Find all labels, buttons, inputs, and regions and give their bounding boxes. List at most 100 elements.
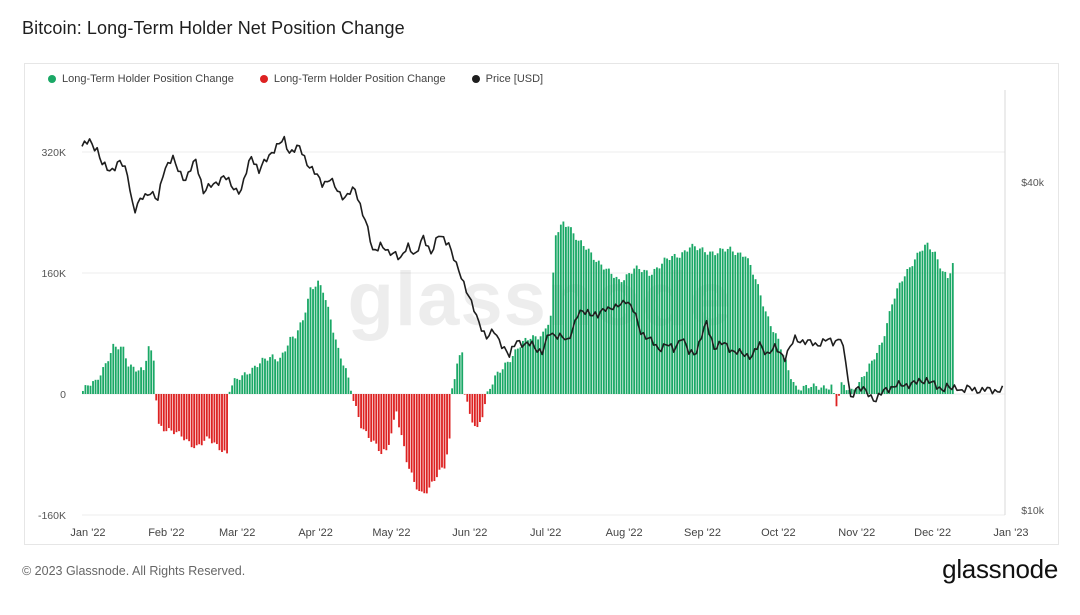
position-change-bar-positive bbox=[714, 255, 717, 394]
y-right-tick-label: $10k bbox=[1021, 505, 1045, 517]
x-tick-label: Apr '22 bbox=[298, 527, 333, 539]
position-change-bar-positive bbox=[312, 289, 314, 394]
legend-item-green[interactable]: Long-Term Holder Position Change bbox=[48, 73, 234, 85]
position-change-bar-positive bbox=[734, 255, 737, 394]
y-right-tick-label: $40k bbox=[1021, 177, 1045, 189]
position-change-bar-positive bbox=[602, 269, 605, 394]
position-change-bar-negative bbox=[360, 394, 362, 429]
position-change-bar-positive bbox=[805, 384, 808, 394]
position-change-bar-negative bbox=[165, 394, 168, 432]
position-change-bar-negative bbox=[213, 394, 216, 443]
position-change-bar-positive bbox=[731, 251, 734, 394]
position-change-bar-positive bbox=[628, 273, 631, 394]
position-change-bar-positive bbox=[317, 280, 319, 394]
position-change-bar-positive bbox=[84, 385, 87, 394]
position-change-bar-positive bbox=[140, 367, 142, 394]
position-change-bar-negative bbox=[385, 394, 388, 451]
position-change-bar-negative bbox=[352, 394, 355, 401]
position-change-bar-positive bbox=[747, 258, 749, 394]
position-change-bar-positive bbox=[817, 389, 820, 394]
position-change-bar-negative bbox=[372, 394, 375, 441]
legend-label-price: Price [USD] bbox=[485, 73, 544, 85]
position-change-bar-positive bbox=[529, 338, 532, 394]
position-change-bar-negative bbox=[471, 394, 474, 423]
position-change-bar-positive bbox=[724, 251, 727, 394]
position-change-bar-positive bbox=[630, 273, 633, 394]
position-change-bar-positive bbox=[557, 232, 560, 394]
position-change-bar-positive bbox=[815, 386, 818, 394]
position-change-bar-positive bbox=[936, 259, 939, 394]
copyright-footer: © 2023 Glassnode. All Rights Reserved. bbox=[22, 564, 246, 578]
position-change-bar-positive bbox=[329, 319, 332, 394]
position-change-bar-positive bbox=[736, 252, 739, 394]
position-change-bar-positive bbox=[785, 359, 787, 394]
position-change-bar-positive bbox=[504, 362, 507, 394]
position-change-bar-positive bbox=[863, 376, 866, 394]
position-change-bar-positive bbox=[790, 379, 792, 394]
position-change-bar-positive bbox=[135, 371, 137, 394]
position-change-bar-negative bbox=[390, 394, 393, 434]
position-change-bar-negative bbox=[481, 394, 484, 418]
position-change-bar-positive bbox=[949, 273, 952, 394]
legend-item-price[interactable]: Price [USD] bbox=[471, 73, 544, 85]
position-change-bar-positive bbox=[524, 337, 527, 394]
position-change-bar-negative bbox=[473, 394, 476, 427]
position-change-bar-positive bbox=[691, 243, 694, 394]
position-change-bar-negative bbox=[425, 394, 428, 494]
position-change-bar-positive bbox=[881, 342, 883, 394]
position-change-bar-negative bbox=[357, 394, 360, 418]
legend-item-red[interactable]: Long-Term Holder Position Change bbox=[259, 73, 446, 85]
position-change-bar-negative bbox=[178, 394, 180, 432]
bars-layer bbox=[82, 221, 954, 494]
position-change-bar-negative bbox=[208, 394, 211, 439]
position-change-bar-positive bbox=[623, 280, 625, 394]
position-change-bar-positive bbox=[577, 240, 580, 394]
position-change-bar-positive bbox=[911, 266, 914, 394]
position-change-bar-negative bbox=[200, 394, 203, 446]
position-change-bar-negative bbox=[428, 394, 431, 488]
legend-label-green: Long-Term Holder Position Change bbox=[62, 73, 234, 85]
x-tick-label: Feb '22 bbox=[148, 527, 184, 539]
position-change-bar-positive bbox=[931, 252, 934, 394]
position-change-bar-positive bbox=[494, 375, 497, 394]
position-change-bar-positive bbox=[231, 385, 234, 394]
position-change-bar-positive bbox=[137, 370, 140, 394]
position-change-bar-negative bbox=[223, 394, 226, 451]
position-change-bar-negative bbox=[436, 394, 438, 478]
position-change-bar-positive bbox=[259, 363, 261, 394]
position-change-bar-positive bbox=[650, 274, 653, 394]
position-change-bar-positive bbox=[147, 346, 150, 394]
position-change-bar-positive bbox=[575, 239, 577, 394]
position-change-bar-positive bbox=[625, 274, 628, 394]
position-change-bar-negative bbox=[413, 394, 416, 482]
position-change-bar-positive bbox=[597, 260, 600, 394]
position-change-bar-positive bbox=[848, 389, 851, 394]
x-tick-label: Aug '22 bbox=[606, 527, 643, 539]
position-change-bar-positive bbox=[307, 298, 309, 394]
position-change-bar-negative bbox=[377, 394, 380, 452]
position-change-bar-positive bbox=[820, 387, 823, 394]
position-change-bar-positive bbox=[532, 335, 534, 394]
price-line bbox=[81, 135, 1004, 403]
position-change-bar-positive bbox=[554, 235, 557, 394]
position-change-bar-positive bbox=[562, 221, 565, 394]
x-tick-label: Jan '23 bbox=[993, 527, 1028, 539]
position-change-bar-positive bbox=[241, 375, 244, 394]
position-change-bar-negative bbox=[362, 394, 365, 430]
position-change-bar-positive bbox=[635, 265, 638, 394]
x-tick-label: Mar '22 bbox=[219, 527, 255, 539]
position-change-bar-positive bbox=[119, 346, 122, 394]
position-change-bar-positive bbox=[696, 250, 699, 394]
position-change-bar-positive bbox=[886, 323, 888, 394]
position-change-bar-negative bbox=[185, 394, 188, 440]
position-change-bar-positive bbox=[339, 358, 342, 394]
position-change-bar-positive bbox=[797, 389, 800, 394]
position-change-bar-positive bbox=[934, 251, 937, 394]
position-change-bar-positive bbox=[246, 374, 249, 394]
position-change-bar-positive bbox=[744, 256, 747, 394]
position-change-bar-negative bbox=[403, 394, 405, 447]
position-change-bar-positive bbox=[812, 383, 815, 394]
position-change-bar-positive bbox=[458, 355, 461, 394]
position-change-bar-positive bbox=[683, 250, 686, 394]
